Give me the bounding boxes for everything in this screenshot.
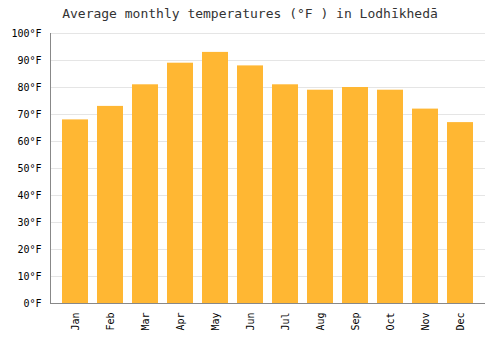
svg-text:100°F: 100°F [11,28,41,39]
svg-text:50°F: 50°F [17,163,41,174]
svg-text:Jun: Jun [245,313,256,331]
svg-text:10°F: 10°F [17,271,41,282]
svg-text:80°F: 80°F [17,82,41,93]
html-text:Average monthly temperatures (: Average monthly temperatures (°F ) in Lo… [62,6,438,21]
svg-text:0°F: 0°F [23,298,41,309]
svg-text:Jul: Jul [280,313,291,331]
svg-text:Jan: Jan [70,313,81,331]
svg-text:40°F: 40°F [17,190,41,201]
svg-text:May: May [210,313,221,331]
svg-text:Oct: Oct [385,313,396,331]
svg-text:20°F: 20°F [17,244,41,255]
svg-text:Feb: Feb [105,313,116,331]
svg-text:Nov: Nov [420,313,431,331]
svg-text:Aug: Aug [315,313,326,331]
svg-text:70°F: 70°F [17,109,41,120]
svg-text:Dec: Dec [455,313,466,331]
svg-text:30°F: 30°F [17,217,41,228]
svg-text:Sep: Sep [350,313,361,331]
svg-text:Apr: Apr [175,313,186,331]
svg-text:60°F: 60°F [17,136,41,147]
svg-text:Mar: Mar [140,313,151,331]
svg-text:90°F: 90°F [17,55,41,66]
